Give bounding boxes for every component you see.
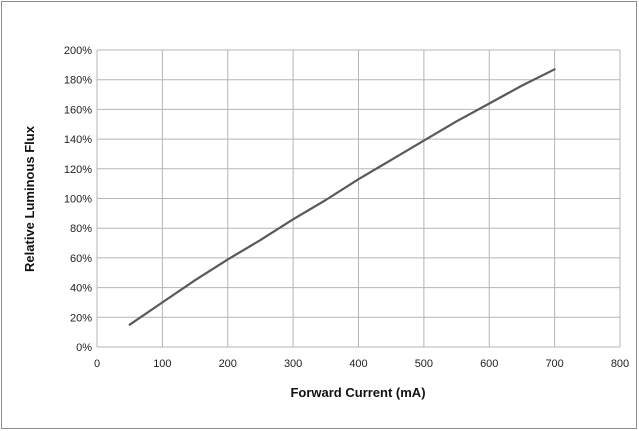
y-tick-label: 20% (70, 312, 92, 324)
x-tick-label: 100 (153, 358, 171, 370)
gridlines (96, 49, 621, 348)
y-tick-label: 120% (64, 164, 92, 176)
x-tick-label: 300 (284, 358, 302, 370)
y-tick-label: 60% (70, 253, 92, 265)
x-tick-label: 700 (545, 358, 563, 370)
x-tick-label: 400 (349, 358, 367, 370)
x-tick-label: 200 (219, 358, 237, 370)
y-tick-label: 80% (70, 223, 92, 235)
y-tick-label: 40% (70, 283, 92, 295)
x-tick-label: 500 (415, 358, 433, 370)
x-tick-label: 800 (611, 358, 629, 370)
x-tick-label: 600 (480, 358, 498, 370)
x-tick-label: 0 (94, 358, 100, 370)
y-tick-label: 180% (64, 75, 92, 87)
y-axis-ticks: 0% 20% 40% 60% 80% 100% 120% 140% 160% 180% 200% (64, 45, 92, 354)
y-tick-label: 100% (64, 194, 92, 206)
x-axis-label: Forward Current (mA) (290, 385, 425, 400)
y-axis-label: Relative Luminous Flux (22, 125, 37, 272)
y-tick-label: 0% (76, 342, 92, 354)
x-axis-ticks: 0 100 200 300 400 500 600 700 800 (94, 358, 629, 370)
series-lines (128, 68, 556, 326)
flux-series-line (128, 68, 556, 326)
y-tick-label: 200% (64, 45, 92, 57)
y-tick-label: 160% (64, 104, 92, 116)
y-tick-label: 140% (64, 134, 92, 146)
